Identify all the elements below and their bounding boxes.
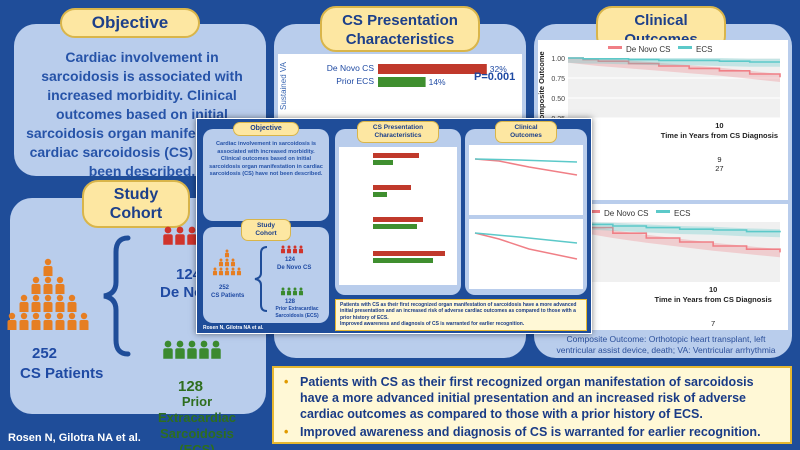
inset-objective-title: Objective (233, 122, 299, 136)
inset-cohort-title: Study Cohort (241, 219, 291, 241)
prior-people-icon (163, 340, 221, 359)
inset-bar-panel (339, 147, 457, 285)
inset-bar-chart (373, 153, 445, 263)
km-line-denovo (568, 57, 781, 78)
km-legend-denovo: De Novo CS (626, 45, 670, 54)
km-risk-value: 27 (709, 328, 717, 330)
km-risk-value: 27 (715, 164, 723, 173)
presentation-title-line1: CS Presentation (342, 12, 458, 29)
inset-prior-label-line1: Prior Extracardiac (275, 306, 319, 312)
km-confidence-band (568, 58, 780, 67)
inset-poster: Objective Cardiac involvement in sarcoid… (196, 118, 592, 334)
inset-bars (373, 153, 445, 263)
inset-objective-text: Cardiac involvement in sarcoidosis is as… (209, 141, 323, 178)
km-ytick: 1.00 (551, 56, 565, 63)
bar-denovo (378, 64, 487, 74)
inset-authors: Rosen N, Gilotra NA et al. (203, 325, 264, 331)
presentation-title: CS Presentation Characteristics (320, 6, 480, 52)
km-line-ecs (568, 57, 780, 63)
inset-objective-panel (203, 129, 329, 221)
km-risk-value: 9 (717, 155, 721, 164)
cohort-title: Study Cohort (82, 180, 190, 228)
bar-value-label: 14% (429, 77, 446, 87)
outcomes-title-line1: Clinical (634, 12, 688, 29)
inset-prior-label-line2: Sarcoidosis (ECS) (275, 312, 319, 319)
km-risk-value: 7 (711, 319, 715, 328)
km-confidence-band (546, 222, 780, 238)
inset-conclusion-item: Improved awareness and diagnosis of CS i… (340, 320, 525, 327)
km-ylabel: Composite Outcome (538, 51, 546, 124)
km-xlabel: Time in Years from CS Diagnosis (655, 295, 772, 304)
prior-count: 128 (178, 378, 204, 395)
km-xlabel: Time in Years from CS Diagnosis (661, 131, 778, 140)
bar-group-label: Sustained VA (279, 61, 288, 110)
inset-denovo-people-icon (280, 245, 304, 254)
km-confidence-band (568, 58, 780, 82)
conclusions-list: Patients with CS as their first recogniz… (284, 374, 780, 440)
denovo-count: 124 (176, 266, 202, 283)
inset-cohort-brace (254, 246, 268, 312)
inset-cohort-panel (203, 227, 329, 323)
bar-series-label: Prior ECS (336, 76, 374, 86)
inset-prior-people-icon (280, 287, 304, 296)
conclusion-item: Patients with CS as their first recogniz… (284, 374, 780, 422)
prior-label: Prior Extracardiac Sarcoidosis (ECS) (142, 394, 252, 450)
inset-total-label: CS Patients (211, 293, 245, 299)
objective-title: Objective (60, 8, 200, 38)
inset-prior-count: 128 (285, 299, 296, 305)
total-count: 252 (32, 345, 58, 362)
inset-denovo-label: De Novo CS (277, 265, 312, 271)
inset-conclusions-box: Patients with CS as their first recogniz… (335, 299, 587, 331)
km-xtick: 10 (715, 121, 723, 130)
km-confidence-band (546, 222, 780, 258)
p-value: P=0.001 (474, 71, 515, 83)
conclusion-item: Improved awareness and diagnosis of CS i… (284, 424, 780, 440)
presentation-title-line2: Characteristics (345, 31, 455, 48)
inset-cohort-title-line2: Cohort (255, 230, 277, 237)
km-legend-ecs: ECS (674, 209, 690, 218)
inset-conclusion-item: Patients with CS as their first recogniz… (340, 302, 577, 321)
inset-prior-label: Prior Extracardiac Sarcoidosis (ECS) (267, 306, 327, 319)
km-legend-denovo: De Novo CS (604, 209, 648, 218)
cohort-brace (103, 235, 131, 357)
inset-outcomes-title-line1: Clinical (514, 124, 538, 131)
km-legend: De Novo CS ECS (608, 45, 712, 54)
inset-km-2 (469, 219, 583, 289)
bar-series-label: De Novo CS (327, 63, 375, 73)
inset-cohort-figure (212, 245, 304, 312)
inset-total-count: 252 (219, 285, 230, 291)
km-legend-ecs: ECS (696, 45, 712, 54)
inset-presentation-title: CS Presentation Characteristics (357, 121, 439, 143)
total-label: CS Patients (20, 365, 104, 382)
bar-ecs (378, 77, 426, 87)
inset-total-people-icon (212, 249, 242, 276)
inset-km-1 (469, 145, 583, 215)
cohort-title-line1: Study (113, 186, 159, 203)
km-xtick: 10 (709, 285, 717, 294)
prior-label-line1: Prior Extracardiac (157, 394, 237, 425)
inset-outcomes-title: Clinical Outcomes (495, 121, 557, 143)
bar-value-label: 32% (490, 64, 507, 74)
total-people-icon (7, 258, 89, 330)
km-ytick: 0.50 (551, 96, 565, 103)
authors: Rosen N, Gilotra NA et al. (8, 432, 141, 444)
inset-cohort-title-line1: Study (256, 222, 276, 229)
conclusions-box: Patients with CS as their first recogniz… (272, 366, 792, 444)
km-legend: De Novo CS ECS (586, 209, 690, 218)
inset-outcomes-title-line2: Outcomes (510, 132, 542, 139)
inset-presentation-title-line2: Characteristics (374, 132, 422, 139)
km-ytick: 0.75 (551, 76, 565, 83)
prior-label-line2: Sarcoidosis (ECS) (160, 426, 234, 450)
inset-presentation-title-line1: CS Presentation (372, 124, 424, 131)
inset-denovo-count: 124 (285, 257, 296, 263)
cohort-title-line2: Cohort (109, 205, 163, 222)
outcomes-footnote: Composite Outcome: Orthotopic heart tran… (556, 334, 776, 355)
